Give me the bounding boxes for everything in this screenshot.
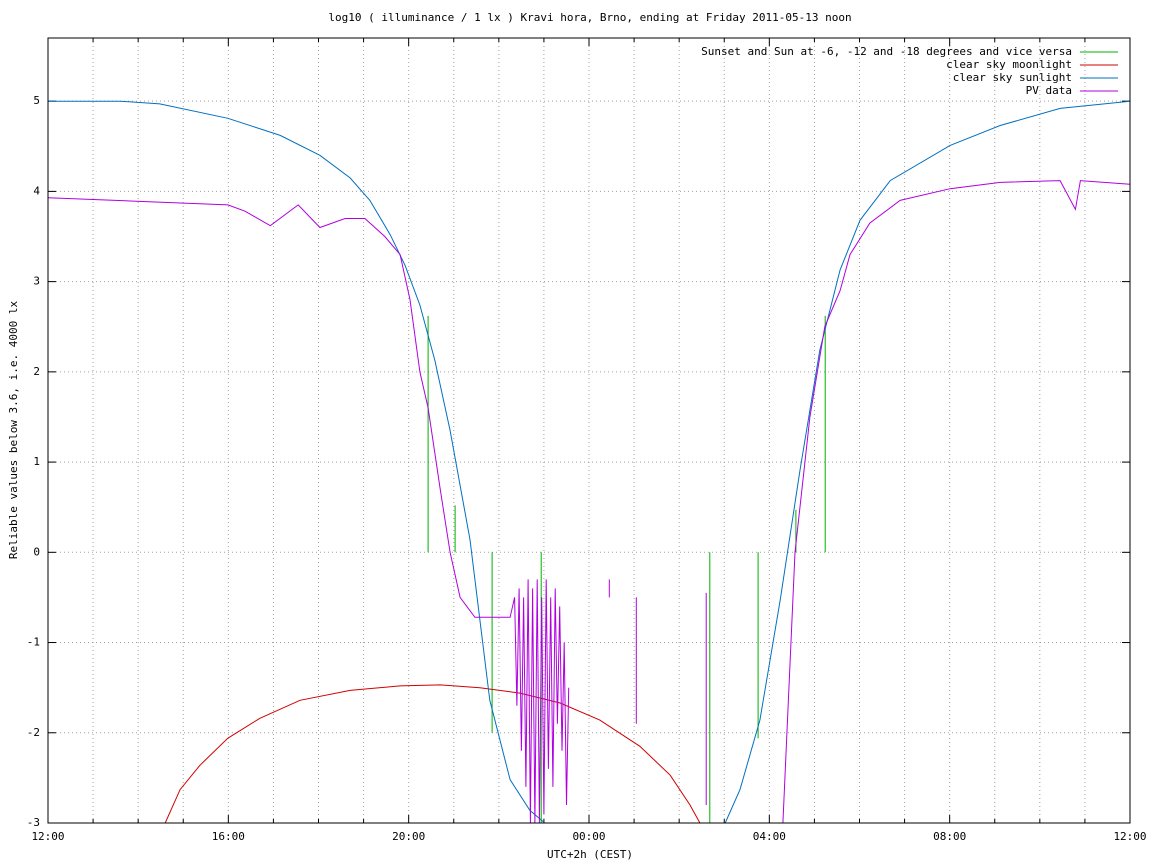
y-tick-label: 5 xyxy=(33,94,40,107)
legend-label: PV data xyxy=(1026,84,1072,97)
x-tick-label: 08:00 xyxy=(933,830,966,843)
y-tick-label: -1 xyxy=(27,636,40,649)
plot-border xyxy=(47,37,1131,824)
y-tick-label: 3 xyxy=(33,275,40,288)
y-tick-label: 1 xyxy=(33,455,40,468)
y-tick-label: -3 xyxy=(27,816,40,829)
chart-title: log10 ( illuminance / 1 lx ) Kravi hora,… xyxy=(328,11,851,24)
series-line xyxy=(427,315,826,823)
x-tick-label: 12:00 xyxy=(1113,830,1146,843)
series-line xyxy=(164,684,701,823)
x-tick-label: 00:00 xyxy=(572,830,605,843)
series-line xyxy=(48,180,1130,823)
x-tick-label: 12:00 xyxy=(31,830,64,843)
y-tick-label: 4 xyxy=(33,184,40,197)
y-tick-label: 2 xyxy=(33,365,40,378)
x-tick-label: 04:00 xyxy=(753,830,786,843)
legend-label: Sunset and Sun at -6, -12 and -18 degree… xyxy=(701,45,1072,58)
x-tick-label: 16:00 xyxy=(212,830,245,843)
series-line xyxy=(48,100,1130,823)
y-tick-label: 0 xyxy=(33,545,40,558)
y-axis-label: Reliable values below 3.6, i.e. 4000 lx xyxy=(7,300,20,559)
legend-label: clear sky sunlight xyxy=(953,71,1072,84)
x-axis-label: UTC+2h (CEST) xyxy=(547,848,633,861)
y-tick-label: -2 xyxy=(27,726,40,739)
x-tick-label: 20:00 xyxy=(392,830,425,843)
legend-label: clear sky moonlight xyxy=(946,58,1072,71)
